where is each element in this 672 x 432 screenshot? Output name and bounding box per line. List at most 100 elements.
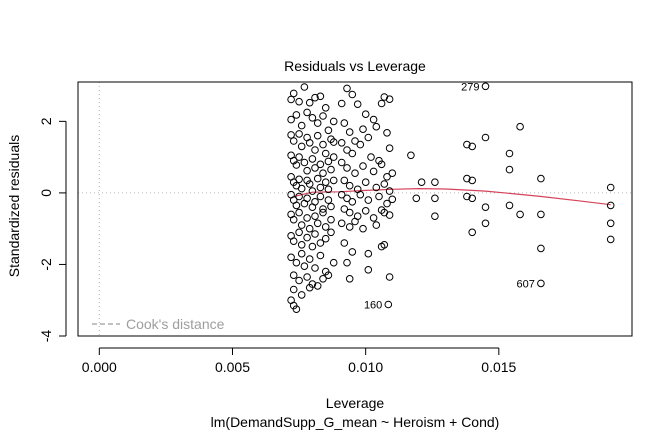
data-point xyxy=(295,153,303,161)
data-point xyxy=(431,212,439,220)
data-point xyxy=(316,239,325,247)
data-point xyxy=(316,92,325,101)
point-label-160: 160 xyxy=(364,300,382,312)
data-point xyxy=(297,249,306,258)
data-point xyxy=(468,194,477,203)
data-point xyxy=(367,153,375,161)
data-point xyxy=(375,192,383,201)
data-point xyxy=(345,275,354,283)
data-point xyxy=(356,140,365,149)
y-tick-label: -2 xyxy=(38,258,54,271)
data-point xyxy=(329,138,338,146)
data-point xyxy=(385,95,394,103)
data-point xyxy=(289,285,298,294)
data-point xyxy=(321,149,330,158)
data-point xyxy=(377,99,386,108)
data-point xyxy=(327,228,335,237)
data-point xyxy=(292,161,301,169)
data-point xyxy=(295,276,303,285)
data-point xyxy=(300,158,309,167)
data-point xyxy=(319,208,327,217)
data-point xyxy=(313,219,322,228)
data-point xyxy=(287,131,295,139)
data-point xyxy=(359,224,367,233)
data-point xyxy=(316,160,325,169)
data-point xyxy=(319,205,327,213)
data-point xyxy=(303,194,311,203)
data-point xyxy=(337,190,346,199)
data-point xyxy=(303,214,311,222)
data-point xyxy=(305,283,314,292)
data-point xyxy=(292,201,301,210)
data-point xyxy=(364,266,373,274)
data-point xyxy=(369,214,378,222)
data-point xyxy=(308,242,317,251)
data-point xyxy=(343,164,351,172)
data-point xyxy=(305,98,314,107)
data-point xyxy=(327,165,335,174)
data-point xyxy=(345,223,354,231)
data-point xyxy=(303,233,311,242)
reference-lines-layer xyxy=(78,82,632,336)
data-point xyxy=(372,122,381,131)
data-points-layer xyxy=(287,82,615,314)
data-point xyxy=(329,153,338,161)
model-formula-subtitle: lm(DemandSupp_G_mean ~ Heroism + Cond) xyxy=(211,414,500,430)
data-point xyxy=(321,234,330,243)
data-point xyxy=(537,279,545,288)
data-point xyxy=(295,228,303,237)
data-point xyxy=(295,130,303,138)
data-point xyxy=(340,239,349,247)
data-point xyxy=(316,251,325,260)
data-point xyxy=(303,273,311,281)
data-point xyxy=(364,133,373,142)
data-point xyxy=(372,183,381,192)
data-point xyxy=(361,178,370,186)
data-point xyxy=(431,178,439,186)
data-point xyxy=(300,83,309,91)
data-point xyxy=(287,95,295,104)
data-point xyxy=(297,291,306,299)
data-point xyxy=(311,212,319,220)
data-point xyxy=(303,108,311,117)
data-point xyxy=(337,158,346,167)
point-label-607: 607 xyxy=(517,278,535,290)
data-point xyxy=(351,137,359,145)
data-point xyxy=(319,112,327,120)
data-point xyxy=(321,223,330,231)
point-label-279: 279 xyxy=(461,81,479,93)
data-point xyxy=(289,89,298,98)
data-point xyxy=(505,201,514,210)
axes-layer: 0.000 0.005 0.010 0.015 -4 -2 0 2 xyxy=(38,117,517,375)
data-point xyxy=(329,176,338,185)
y-tick-label: 0 xyxy=(38,189,54,197)
data-point xyxy=(481,133,490,142)
data-point xyxy=(340,205,349,213)
data-point xyxy=(313,282,322,290)
data-point xyxy=(348,149,357,158)
data-point xyxy=(463,140,471,149)
point-labels-layer: 279 160 607 xyxy=(364,81,535,311)
data-point xyxy=(311,198,319,206)
data-point xyxy=(305,224,314,233)
smooth-fit-line xyxy=(293,187,611,206)
data-point xyxy=(505,149,514,158)
data-point xyxy=(353,100,362,108)
data-point xyxy=(305,180,314,188)
data-point xyxy=(388,195,397,204)
data-point xyxy=(364,196,373,204)
data-point xyxy=(308,114,317,122)
x-tick-label: 0.005 xyxy=(215,359,250,375)
data-point xyxy=(311,164,319,172)
data-point xyxy=(348,248,357,256)
data-point xyxy=(305,255,314,263)
data-point xyxy=(356,190,365,199)
data-point xyxy=(308,155,317,163)
data-point xyxy=(468,176,477,185)
data-point xyxy=(463,192,471,201)
data-point xyxy=(337,99,346,108)
data-point xyxy=(295,192,303,201)
y-axis-label: Standardized residuals xyxy=(6,135,22,277)
chart-title: Residuals vs Leverage xyxy=(284,58,426,74)
